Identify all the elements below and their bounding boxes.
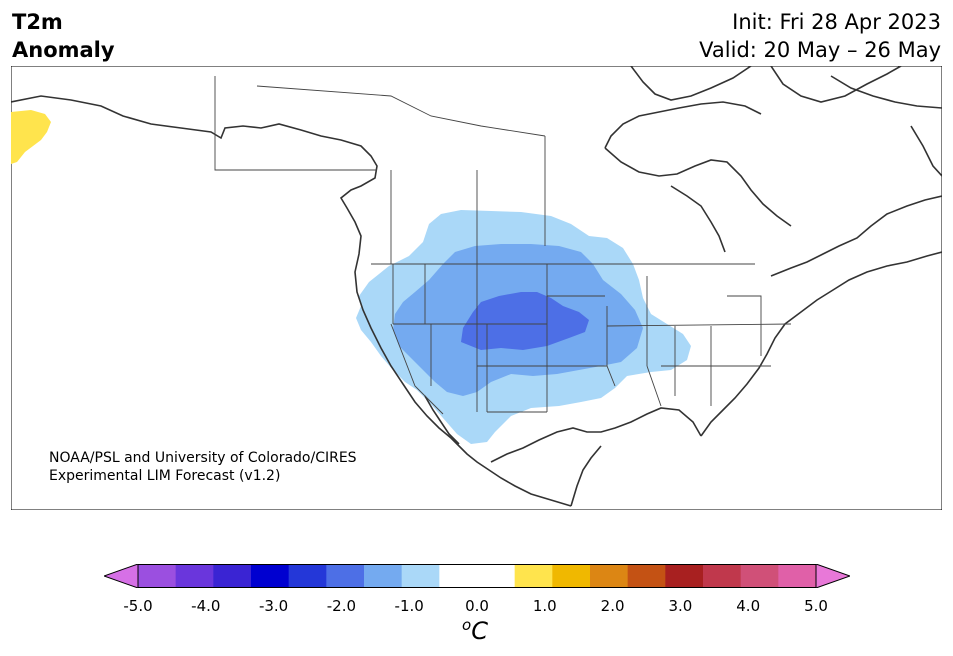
colorbar-segment — [590, 564, 629, 588]
colorbar-tick-label: 3.0 — [668, 597, 693, 615]
state-borders — [214, 76, 792, 415]
unit-letter: C — [471, 617, 488, 645]
colorbar-ticks: -5.0 -4.0 -3.0 -2.0 -1.0 0.0 1.0 2.0 3.0 4.0 5.0 — [0, 597, 953, 617]
colorbar-segment — [627, 564, 666, 588]
map-title: T2m Anomaly — [12, 8, 115, 64]
colorbar-tick-label: 4.0 — [736, 597, 761, 615]
anomaly-map — [11, 66, 942, 510]
colorbar-unit: oC — [462, 616, 488, 645]
cold-anomaly-core — [461, 292, 589, 350]
colorbar-segment — [665, 564, 704, 588]
colorbar-segment — [778, 564, 817, 588]
credit-line-2: Experimental LIM Forecast (v1.2) — [49, 468, 281, 484]
colorbar-tick-label: -4.0 — [191, 597, 221, 615]
colorbar-segment — [326, 564, 365, 588]
colorbar-extend-low — [104, 564, 139, 588]
colorbar-segment — [439, 564, 478, 588]
title-line-1: T2m — [12, 10, 63, 34]
unit-degree: o — [462, 616, 472, 634]
colorbar-tick-label: 5.0 — [804, 597, 828, 615]
colorbar-segment — [288, 564, 327, 588]
title-line-2: Anomaly — [12, 38, 115, 62]
coastlines — [11, 66, 942, 507]
colorbar-tick-label: -1.0 — [394, 597, 424, 615]
init-date: Init: Fri 28 Apr 2023 — [732, 10, 941, 34]
colorbar-tick-label: -5.0 — [123, 597, 153, 615]
colorbar-segment — [514, 564, 553, 588]
forecast-dates: Init: Fri 28 Apr 2023 Valid: 20 May – 26… — [699, 8, 941, 64]
colorbar-tick-label: -3.0 — [258, 597, 289, 615]
colorbar — [104, 564, 850, 588]
warm-anomaly-area — [11, 110, 51, 164]
colorbar-segment — [740, 564, 779, 588]
colorbar-extend-high — [815, 564, 850, 588]
colorbar-tick-label: 0.0 — [465, 597, 489, 615]
colorbar-outline — [137, 564, 817, 588]
colorbar-segment — [138, 564, 177, 588]
valid-date: Valid: 20 May – 26 May — [699, 38, 941, 62]
colorbar-segment — [251, 564, 290, 588]
colorbar-segment — [175, 564, 214, 588]
colorbar-tick-label: 2.0 — [600, 597, 625, 615]
credit-text: NOAA/PSL and University of Colorado/CIRE… — [49, 449, 357, 485]
credit-line-1: NOAA/PSL and University of Colorado/CIRE… — [49, 450, 357, 466]
colorbar-tick-label: 1.0 — [532, 597, 557, 615]
colorbar-tick-label: -2.0 — [326, 597, 357, 615]
colorbar-segment — [552, 564, 591, 588]
colorbar-segment — [477, 564, 516, 588]
colorbar-segment — [401, 564, 440, 588]
colorbar-segment — [364, 564, 403, 588]
colorbar-segment — [703, 564, 742, 588]
colorbar-segment — [213, 564, 252, 588]
